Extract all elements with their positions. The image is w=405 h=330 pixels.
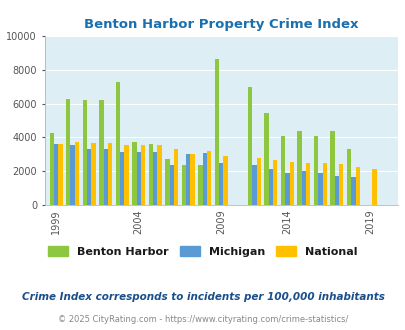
Bar — [124, 145, 129, 205]
Bar — [338, 164, 343, 205]
Bar — [141, 145, 145, 205]
Bar — [136, 152, 141, 205]
Bar — [214, 59, 219, 205]
Bar — [87, 149, 91, 205]
Bar — [280, 136, 284, 205]
Bar — [66, 99, 70, 205]
Bar — [350, 177, 355, 205]
Bar — [75, 142, 79, 205]
Bar — [272, 160, 277, 205]
Bar — [185, 154, 190, 205]
Bar — [70, 145, 75, 205]
Bar — [174, 149, 178, 205]
Bar — [207, 151, 211, 205]
Bar — [252, 165, 256, 205]
Bar — [289, 162, 293, 205]
Bar — [322, 163, 326, 205]
Bar — [54, 144, 58, 205]
Bar — [263, 113, 268, 205]
Bar — [181, 165, 185, 205]
Bar — [157, 145, 162, 205]
Bar — [132, 142, 136, 205]
Text: © 2025 CityRating.com - https://www.cityrating.com/crime-statistics/: © 2025 CityRating.com - https://www.city… — [58, 315, 347, 324]
Bar — [153, 151, 157, 205]
Bar — [115, 82, 120, 205]
Bar — [329, 131, 334, 205]
Bar — [99, 100, 103, 205]
Bar — [247, 87, 252, 205]
Bar — [371, 169, 375, 205]
Bar — [305, 163, 310, 205]
Bar — [190, 154, 194, 205]
Bar — [198, 165, 202, 205]
Bar — [223, 156, 227, 205]
Legend: Benton Harbor, Michigan, National: Benton Harbor, Michigan, National — [45, 243, 360, 260]
Bar — [334, 176, 338, 205]
Bar — [296, 131, 301, 205]
Bar — [202, 153, 207, 205]
Bar — [49, 133, 54, 205]
Bar — [313, 136, 317, 205]
Bar — [346, 149, 350, 205]
Bar — [58, 144, 63, 205]
Text: Crime Index corresponds to incidents per 100,000 inhabitants: Crime Index corresponds to incidents per… — [21, 292, 384, 302]
Title: Benton Harbor Property Crime Index: Benton Harbor Property Crime Index — [84, 18, 358, 31]
Bar — [165, 159, 169, 205]
Bar — [148, 144, 153, 205]
Bar — [169, 165, 174, 205]
Bar — [82, 100, 87, 205]
Bar — [301, 171, 305, 205]
Bar — [256, 158, 260, 205]
Bar — [91, 143, 96, 205]
Bar — [108, 143, 112, 205]
Bar — [103, 149, 108, 205]
Bar — [284, 173, 289, 205]
Bar — [120, 152, 124, 205]
Bar — [317, 174, 322, 205]
Bar — [219, 163, 223, 205]
Bar — [268, 169, 272, 205]
Bar — [355, 167, 359, 205]
